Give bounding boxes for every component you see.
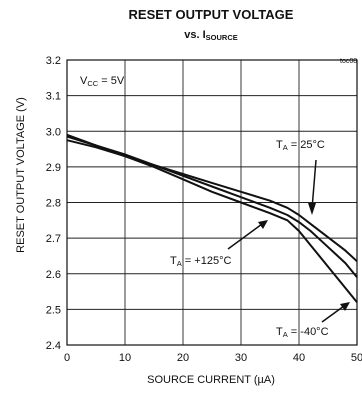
arrow-125c-head xyxy=(258,220,268,229)
y-axis-label: RESET OUTPUT VOLTAGE (V) xyxy=(15,97,27,253)
arrow-125c-shaft xyxy=(227,223,263,250)
vcc-suffix: = 5V xyxy=(98,75,125,87)
y-tick-label-8: 3.2 xyxy=(46,55,61,67)
y-tick-labels: 2.4 2.5 2.6 2.7 2.8 2.9 3.0 3.1 3.2 xyxy=(46,55,61,352)
x-tick-labels: 0 10 20 30 40 50 xyxy=(64,352,362,364)
chart-subtitle-prefix: vs. I xyxy=(184,29,205,41)
x-axis-label: SOURCE CURRENT (µA) xyxy=(147,374,275,386)
y-tick-label-1: 2.5 xyxy=(46,304,61,316)
arrow-25c-shaft xyxy=(311,159,317,210)
plot-frame xyxy=(66,59,358,346)
chart-title: RESET OUTPUT VOLTAGE xyxy=(129,7,294,22)
x-tick-label-4: 40 xyxy=(293,352,305,364)
series-label-minus40c: TA = -40°C xyxy=(276,326,329,339)
gridlines xyxy=(66,59,358,346)
x-tick-label-1: 10 xyxy=(119,352,131,364)
x-tick-label-0: 0 xyxy=(64,352,70,364)
figure-id: toc08 xyxy=(340,58,357,65)
series-label-25c: TA = 25°C xyxy=(276,139,325,152)
vcc-sub: CC xyxy=(87,79,98,88)
series-line-1 xyxy=(66,139,358,263)
x-tick-label-3: 30 xyxy=(235,352,247,364)
x-tick-label-5: 50 xyxy=(351,352,362,364)
arrow-minus40c-shaft xyxy=(321,305,345,323)
y-tick-label-3: 2.7 xyxy=(46,233,61,245)
arrow-minus40c-head xyxy=(340,302,350,311)
x-tick-label-2: 20 xyxy=(177,352,189,364)
y-tick-label-2: 2.6 xyxy=(46,269,61,281)
y-tick-label-5: 2.9 xyxy=(46,162,61,174)
series-label-125c: TA = +125°C xyxy=(170,255,231,268)
vcc-condition: VCC = 5V xyxy=(80,75,125,88)
chart-subtitle-sub: SOURCE xyxy=(206,33,238,42)
arrow-25c-head xyxy=(308,203,316,215)
series-lines xyxy=(66,133,358,303)
vcc-prefix: V xyxy=(80,75,88,87)
y-tick-label-4: 2.8 xyxy=(46,198,61,210)
series-line-0 xyxy=(66,135,358,278)
y-tick-label-7: 3.1 xyxy=(46,91,61,103)
series-line-2 xyxy=(66,133,358,303)
y-tick-label-0: 2.4 xyxy=(46,340,61,352)
y-tick-label-6: 3.0 xyxy=(46,126,61,138)
chart-subtitle: vs. ISOURCE xyxy=(184,29,238,42)
